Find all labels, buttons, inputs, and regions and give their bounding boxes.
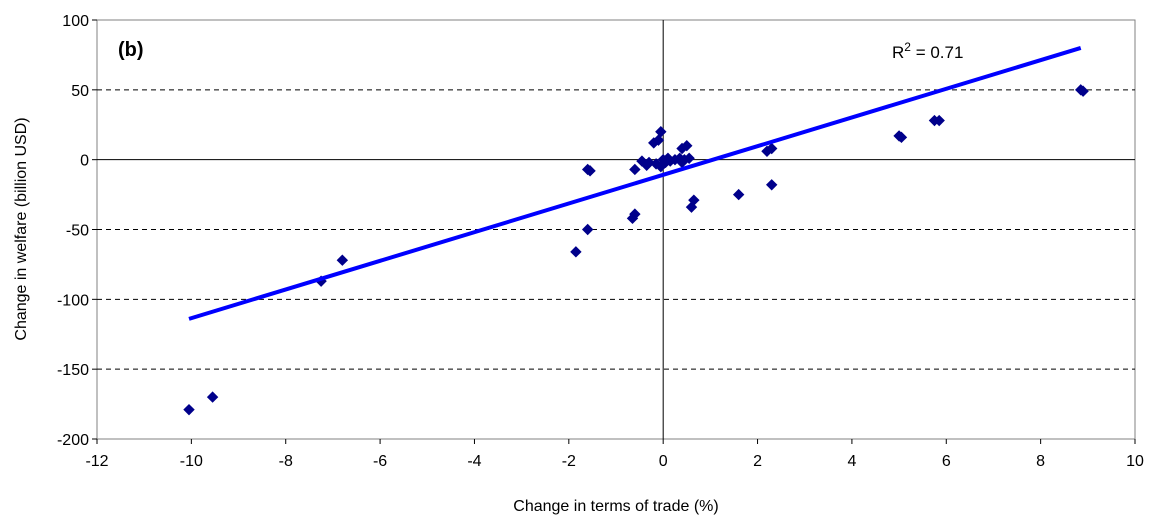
data-point [655,126,667,138]
data-point [765,142,778,155]
data-point [183,403,195,416]
x-tick-label: -6 [373,453,387,470]
x-tick-label: -8 [279,453,293,470]
axes [92,19,1136,444]
data-point [581,223,594,236]
y-tick-label: -100 [57,292,89,309]
r-squared-superscript: 2 [904,40,911,54]
x-tick-label: 8 [1036,453,1045,470]
y-tick-labels: -200 -150 -100 -50 0 50 100 [57,13,89,449]
x-tick-label: -2 [562,453,576,470]
data-point [206,391,219,403]
x-tick-label: 6 [942,453,951,470]
data-point [570,246,582,258]
data-point [765,179,778,191]
data-point [629,208,641,220]
r-squared-annotation: R2 = 0.71 [892,40,963,62]
y-tick-label: 0 [80,153,89,170]
x-tick-label: -10 [180,453,203,470]
data-point [933,114,945,127]
data-point [1077,85,1089,97]
panel-label: (b) [118,39,144,61]
x-tick-label: 10 [1126,453,1144,470]
gridlines [97,89,1135,370]
trendline [188,46,1082,321]
x-tick-label: -4 [467,453,481,470]
data-point [732,188,745,201]
x-tick-label: 0 [659,453,668,470]
x-tick-label: -12 [85,453,108,470]
data-points [183,84,1089,416]
y-tick-label: -200 [57,432,89,449]
data-point [681,139,693,152]
data-point [683,152,695,164]
data-point [652,134,665,146]
r-squared-base: R [892,43,904,62]
y-tick-label: -150 [57,362,89,379]
y-tick-label: -50 [66,223,89,240]
y-axis-title: Change in welfare (billion USD) [13,117,30,340]
x-axis-title: Change in terms of trade (%) [513,498,718,515]
data-point [629,163,641,176]
data-point [688,194,700,206]
x-tick-labels: -12 -10 -8 -6 -4 -2 0 2 4 6 8 10 [85,453,1144,470]
r-squared-value: = 0.71 [911,43,963,62]
x-tick-label: 2 [753,453,762,470]
data-point [584,165,596,177]
y-tick-label: 100 [62,13,89,30]
x-tick-label: 4 [847,453,856,470]
data-point [336,254,349,266]
y-tick-label: 50 [71,83,89,100]
data-point [895,131,908,144]
